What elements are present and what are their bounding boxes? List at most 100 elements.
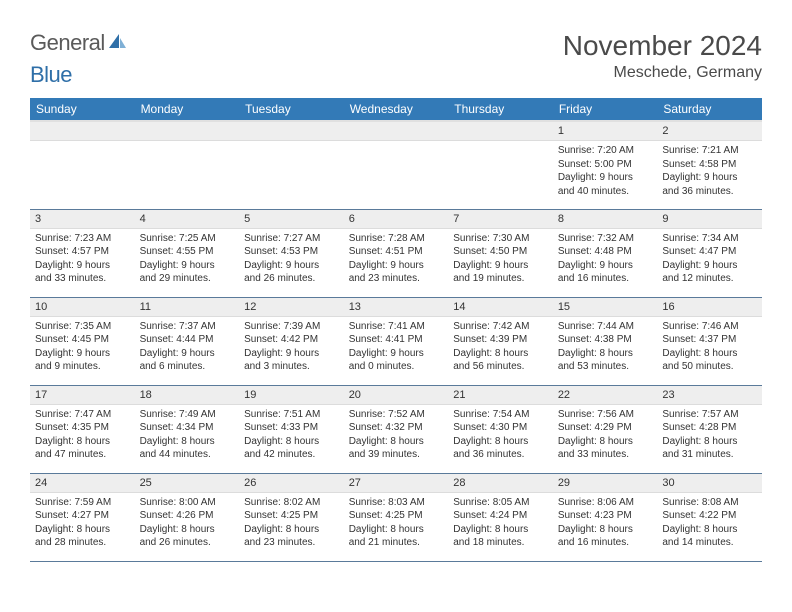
sunset-text: Sunset: 5:00 PM <box>558 158 653 172</box>
day-details: Sunrise: 7:56 AMSunset: 4:29 PMDaylight:… <box>553 405 658 464</box>
calendar-cell: 25Sunrise: 8:00 AMSunset: 4:26 PMDayligh… <box>135 473 240 561</box>
daylight-line1: Daylight: 9 hours <box>140 259 235 273</box>
daylight-line1: Daylight: 8 hours <box>244 523 339 537</box>
calendar-cell: 27Sunrise: 8:03 AMSunset: 4:25 PMDayligh… <box>344 473 449 561</box>
sunrise-text: Sunrise: 7:49 AM <box>140 408 235 422</box>
day-details: Sunrise: 7:37 AMSunset: 4:44 PMDaylight:… <box>135 317 240 376</box>
sunset-text: Sunset: 4:39 PM <box>453 333 548 347</box>
daylight-line2: and 3 minutes. <box>244 360 339 374</box>
day-number: 5 <box>239 210 344 229</box>
calendar-week-row: 17Sunrise: 7:47 AMSunset: 4:35 PMDayligh… <box>30 385 762 473</box>
daylight-line1: Daylight: 9 hours <box>558 259 653 273</box>
calendar-cell: 7Sunrise: 7:30 AMSunset: 4:50 PMDaylight… <box>448 209 553 297</box>
day-details: Sunrise: 7:34 AMSunset: 4:47 PMDaylight:… <box>657 229 762 288</box>
day-number: 24 <box>30 474 135 493</box>
calendar-cell: 28Sunrise: 8:05 AMSunset: 4:24 PMDayligh… <box>448 473 553 561</box>
sunrise-text: Sunrise: 7:34 AM <box>662 232 757 246</box>
daylight-line2: and 53 minutes. <box>558 360 653 374</box>
sunset-text: Sunset: 4:33 PM <box>244 421 339 435</box>
calendar-cell: 30Sunrise: 8:08 AMSunset: 4:22 PMDayligh… <box>657 473 762 561</box>
day-details: Sunrise: 7:39 AMSunset: 4:42 PMDaylight:… <box>239 317 344 376</box>
sunrise-text: Sunrise: 7:32 AM <box>558 232 653 246</box>
calendar-cell: 4Sunrise: 7:25 AMSunset: 4:55 PMDaylight… <box>135 209 240 297</box>
logo: General <box>30 30 127 56</box>
sunset-text: Sunset: 4:27 PM <box>35 509 130 523</box>
calendar-cell: 22Sunrise: 7:56 AMSunset: 4:29 PMDayligh… <box>553 385 658 473</box>
sunrise-text: Sunrise: 7:56 AM <box>558 408 653 422</box>
day-number: 12 <box>239 298 344 317</box>
daylight-line2: and 26 minutes. <box>244 272 339 286</box>
daylight-line1: Daylight: 9 hours <box>558 171 653 185</box>
sunset-text: Sunset: 4:41 PM <box>349 333 444 347</box>
day-details: Sunrise: 7:35 AMSunset: 4:45 PMDaylight:… <box>30 317 135 376</box>
day-details: Sunrise: 8:08 AMSunset: 4:22 PMDaylight:… <box>657 493 762 552</box>
day-details: Sunrise: 7:59 AMSunset: 4:27 PMDaylight:… <box>30 493 135 552</box>
daylight-line2: and 12 minutes. <box>662 272 757 286</box>
day-details: Sunrise: 8:05 AMSunset: 4:24 PMDaylight:… <box>448 493 553 552</box>
calendar-cell: 9Sunrise: 7:34 AMSunset: 4:47 PMDaylight… <box>657 209 762 297</box>
sunset-text: Sunset: 4:30 PM <box>453 421 548 435</box>
sail-icon <box>107 30 127 56</box>
day-number: 30 <box>657 474 762 493</box>
sunset-text: Sunset: 4:48 PM <box>558 245 653 259</box>
day-number: 25 <box>135 474 240 493</box>
day-number: 19 <box>239 386 344 405</box>
sunrise-text: Sunrise: 7:52 AM <box>349 408 444 422</box>
weekday-header: Wednesday <box>344 98 449 121</box>
sunset-text: Sunset: 4:32 PM <box>349 421 444 435</box>
calendar-cell: 29Sunrise: 8:06 AMSunset: 4:23 PMDayligh… <box>553 473 658 561</box>
day-details: Sunrise: 7:49 AMSunset: 4:34 PMDaylight:… <box>135 405 240 464</box>
daylight-line2: and 19 minutes. <box>453 272 548 286</box>
daylight-line2: and 6 minutes. <box>140 360 235 374</box>
day-number: 10 <box>30 298 135 317</box>
day-number: 8 <box>553 210 658 229</box>
calendar-cell: 5Sunrise: 7:27 AMSunset: 4:53 PMDaylight… <box>239 209 344 297</box>
calendar-page: General November 2024 Meschede, Germany … <box>0 0 792 582</box>
daylight-line1: Daylight: 9 hours <box>244 347 339 361</box>
day-number: 2 <box>657 122 762 141</box>
sunset-text: Sunset: 4:50 PM <box>453 245 548 259</box>
day-number: 17 <box>30 386 135 405</box>
sunrise-text: Sunrise: 7:21 AM <box>662 144 757 158</box>
daylight-line2: and 50 minutes. <box>662 360 757 374</box>
calendar-cell <box>448 121 553 209</box>
calendar-cell: 2Sunrise: 7:21 AMSunset: 4:58 PMDaylight… <box>657 121 762 209</box>
daylight-line2: and 36 minutes. <box>453 448 548 462</box>
daylight-line1: Daylight: 8 hours <box>558 523 653 537</box>
day-number: 27 <box>344 474 449 493</box>
day-details: Sunrise: 7:57 AMSunset: 4:28 PMDaylight:… <box>657 405 762 464</box>
calendar-cell: 13Sunrise: 7:41 AMSunset: 4:41 PMDayligh… <box>344 297 449 385</box>
day-number: 1 <box>553 122 658 141</box>
day-number: 21 <box>448 386 553 405</box>
daylight-line1: Daylight: 9 hours <box>662 171 757 185</box>
location: Meschede, Germany <box>563 64 762 82</box>
sunrise-text: Sunrise: 7:30 AM <box>453 232 548 246</box>
daylight-line1: Daylight: 9 hours <box>140 347 235 361</box>
calendar-cell: 24Sunrise: 7:59 AMSunset: 4:27 PMDayligh… <box>30 473 135 561</box>
day-number: 11 <box>135 298 240 317</box>
day-number: 29 <box>553 474 658 493</box>
calendar-body: 1Sunrise: 7:20 AMSunset: 5:00 PMDaylight… <box>30 121 762 561</box>
calendar-cell <box>239 121 344 209</box>
calendar-cell <box>344 121 449 209</box>
daylight-line2: and 33 minutes. <box>558 448 653 462</box>
daylight-line1: Daylight: 8 hours <box>140 523 235 537</box>
sunset-text: Sunset: 4:23 PM <box>558 509 653 523</box>
daylight-line2: and 16 minutes. <box>558 536 653 550</box>
day-number: 28 <box>448 474 553 493</box>
day-details: Sunrise: 8:03 AMSunset: 4:25 PMDaylight:… <box>344 493 449 552</box>
day-details: Sunrise: 7:44 AMSunset: 4:38 PMDaylight:… <box>553 317 658 376</box>
weekday-header: Monday <box>135 98 240 121</box>
sunset-text: Sunset: 4:34 PM <box>140 421 235 435</box>
sunrise-text: Sunrise: 7:25 AM <box>140 232 235 246</box>
sunrise-text: Sunrise: 7:41 AM <box>349 320 444 334</box>
daylight-line2: and 28 minutes. <box>35 536 130 550</box>
title-block: November 2024 Meschede, Germany <box>563 30 762 82</box>
sunrise-text: Sunrise: 7:47 AM <box>35 408 130 422</box>
sunset-text: Sunset: 4:53 PM <box>244 245 339 259</box>
daylight-line2: and 14 minutes. <box>662 536 757 550</box>
sunrise-text: Sunrise: 7:57 AM <box>662 408 757 422</box>
daylight-line2: and 9 minutes. <box>35 360 130 374</box>
sunset-text: Sunset: 4:51 PM <box>349 245 444 259</box>
calendar-cell: 16Sunrise: 7:46 AMSunset: 4:37 PMDayligh… <box>657 297 762 385</box>
